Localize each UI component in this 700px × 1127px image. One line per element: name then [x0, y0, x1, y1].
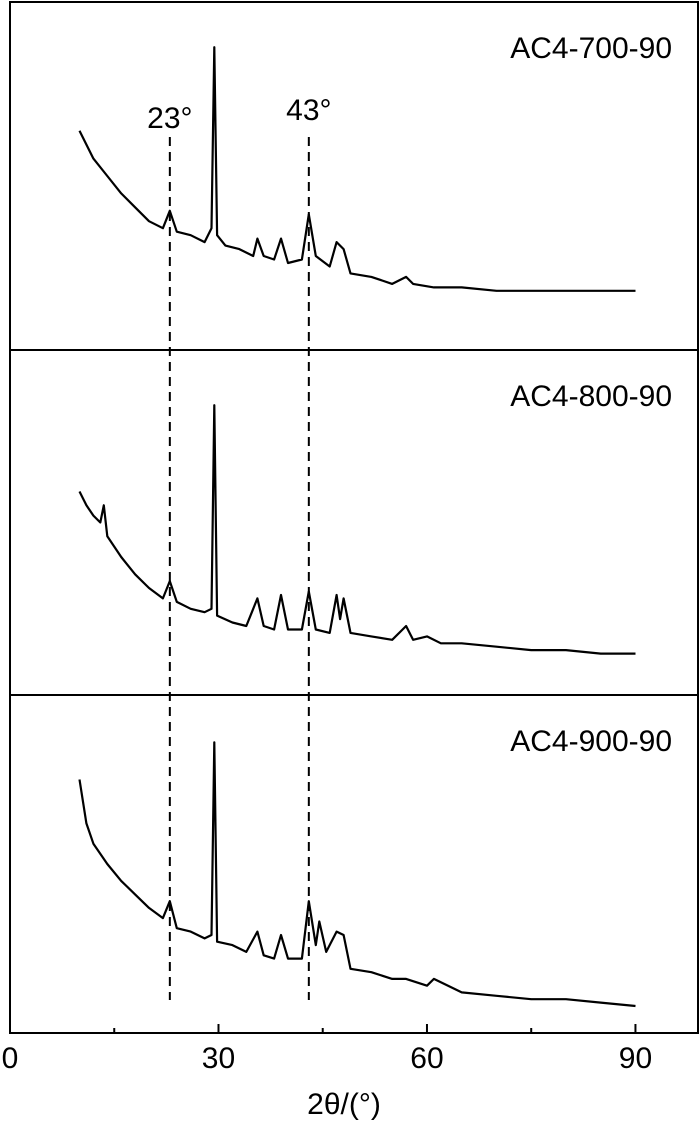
- series-label: AC4-700-90: [510, 32, 672, 65]
- x-tick-label: 0: [2, 1042, 19, 1075]
- panel-frame: [9, 694, 699, 1034]
- reference-label: 43°: [286, 94, 331, 127]
- x-axis-label: 2θ/(°): [307, 1088, 381, 1121]
- reference-label: 23°: [147, 102, 192, 135]
- series-label: AC4-900-90: [510, 725, 672, 758]
- series-label: AC4-800-90: [510, 380, 672, 413]
- x-tick-label: 90: [619, 1042, 652, 1075]
- x-tick-label: 60: [410, 1042, 443, 1075]
- xrd-line: [78, 741, 636, 1008]
- xrd-line: [78, 404, 636, 655]
- x-tick-label: 30: [202, 1042, 235, 1075]
- xrd-line: [78, 46, 636, 292]
